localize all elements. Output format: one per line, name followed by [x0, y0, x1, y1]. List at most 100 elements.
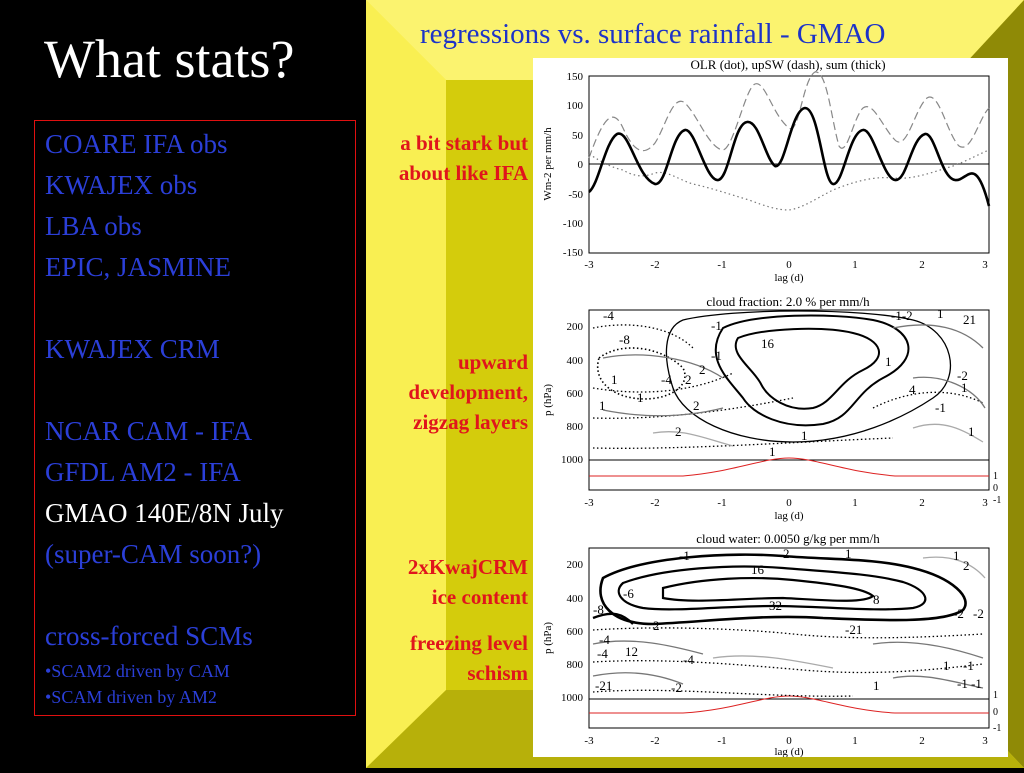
p3-clabel: 12 — [625, 644, 638, 659]
list-subitem: •SCAM2 driven by CAM — [45, 661, 230, 681]
p2-clabel: 1 — [937, 306, 944, 321]
p3-clabel: 2 — [653, 618, 660, 633]
p2-ylabel: p (hPa) — [542, 384, 554, 416]
p2-clabel: -8 — [619, 332, 630, 347]
p1-thick-curve — [588, 106, 991, 207]
p3-subticks: 1 0 -1 — [993, 690, 1001, 734]
right-title: regressions vs. surface rainfall - GMAO — [420, 18, 886, 50]
p3-clabel: -1 — [957, 676, 968, 691]
p3-clabel: 1 — [943, 658, 950, 673]
p3-clabel: 2 — [783, 546, 790, 561]
p3-clabel: -1 — [963, 658, 974, 673]
p2-clabel: 1 — [885, 354, 892, 369]
p2-clabel: 16 — [761, 336, 775, 351]
p3-clabel: -21 — [595, 678, 612, 693]
p3-subtick: 1 — [993, 690, 998, 701]
p3-clabel: 1 — [873, 678, 880, 693]
list-item: EPIC, JASMINE — [45, 252, 232, 282]
p2-contour-labels: -4 -1 -8 16 -1 -1-2 1 21 2 1 1 -4 2 -2 1… — [599, 306, 976, 459]
p1-ytick: -50 — [568, 189, 583, 201]
p3-clabel: -21 — [845, 622, 862, 637]
p3-clabel: -8 — [593, 602, 604, 617]
p1-xtick: 0 — [786, 259, 792, 271]
p2-clabel: -1 — [711, 348, 722, 363]
p3-clabel: 2 — [963, 558, 970, 573]
p1-ytick: -150 — [563, 247, 584, 259]
p2-xtick: 0 — [786, 497, 792, 509]
p2-subtick: -1 — [993, 495, 1001, 506]
p3-ytick: 200 — [567, 559, 584, 571]
p1-xtick: 2 — [919, 259, 925, 271]
p2-xtick: -3 — [584, 497, 594, 509]
list-item: (super-CAM soon?) — [45, 539, 262, 569]
p2-clabel: -1 — [711, 318, 722, 333]
p2-clabel: -2 — [957, 368, 968, 383]
p1-xtick: 1 — [852, 259, 858, 271]
p3-yticks: 200 400 600 800 1000 — [561, 559, 584, 704]
p1-xlabel: lag (d) — [774, 272, 803, 284]
p2-axes — [588, 309, 990, 491]
list-item-highlight: GMAO 140E/8N July — [45, 498, 284, 528]
plot-panel: OLR (dot), upSW (dash), sum (thick) Wm-2… — [533, 57, 1008, 758]
p3-xtick: -3 — [584, 735, 594, 747]
p3-contours — [592, 553, 986, 697]
p3-xtick: -1 — [717, 735, 726, 747]
p2-subtick: 0 — [993, 483, 998, 494]
p1-xtick: -1 — [717, 259, 726, 271]
annotation-4: freezing level schism — [410, 631, 528, 685]
p3-xlabel: lag (d) — [774, 746, 803, 757]
p2-title: cloud fraction: 2.0 % per mm/h — [706, 294, 870, 309]
p3-clabel: 1 — [845, 546, 852, 561]
p1-ytick: 150 — [567, 71, 584, 83]
p2-clabel: -1-2 — [891, 308, 913, 323]
p3-title: cloud water: 0.0050 g/kg per mm/h — [696, 531, 880, 546]
p2-ytick: 200 — [567, 321, 584, 333]
p2-clabel: 4 — [909, 382, 916, 397]
list-item: COARE IFA obs — [45, 129, 228, 159]
p2-clabel: -4 — [603, 308, 614, 323]
p3-clabel: -1 — [679, 548, 690, 563]
p1-ytick: -100 — [563, 218, 584, 230]
list-item: NCAR CAM - IFA — [45, 416, 253, 446]
p1-ytick: 100 — [567, 100, 584, 112]
list-item: KWAJEX CRM — [45, 334, 220, 364]
p2-xlabel: lag (d) — [774, 510, 803, 522]
p2-rain-curve — [589, 457, 989, 477]
p3-ytick: 400 — [567, 593, 584, 605]
p3-xtick: 0 — [786, 735, 792, 747]
p2-clabel: 2 — [685, 372, 692, 387]
p3-subtick: -1 — [993, 723, 1001, 734]
p3-ylabel: p (hPa) — [542, 622, 554, 654]
p3-clabel: -2 — [671, 680, 682, 695]
p2-clabel: 1 — [968, 424, 975, 439]
p2-xtick: 3 — [982, 497, 988, 509]
p2-clabel: 2 — [675, 424, 682, 439]
p3-subtick: 0 — [993, 707, 998, 718]
p2-clabel: 1 — [611, 372, 618, 387]
p2-clabel: 2 — [693, 398, 700, 413]
plot-figure: OLR (dot), upSW (dash), sum (thick) Wm-2… — [542, 57, 1001, 758]
p3-axes — [588, 547, 990, 729]
p2-clabel: 1 — [637, 390, 644, 405]
p2-clabel: 1 — [801, 428, 808, 443]
p1-ylabel: Wm-2 per mm/h — [542, 127, 554, 201]
list-item: LBA obs — [45, 211, 142, 241]
p3-clabel: 16 — [751, 562, 765, 577]
p3-ytick: 800 — [567, 659, 584, 671]
p2-clabel: 2 — [699, 362, 706, 377]
p1-xtick: -2 — [650, 259, 659, 271]
list-item: cross-forced SCMs — [45, 621, 253, 651]
p1-dot-curve — [588, 149, 990, 211]
p1-ytick: 50 — [572, 130, 584, 142]
p2-yticks: 200 400 600 800 1000 — [561, 321, 584, 466]
p2-subticks: 1 0 -1 — [993, 471, 1001, 506]
p2-xtick: -2 — [650, 497, 659, 509]
p1-xtick: 3 — [982, 259, 988, 271]
p3-xtick: 3 — [982, 735, 988, 747]
p2-xtick: 1 — [852, 497, 858, 509]
p2-xtick: -1 — [717, 497, 726, 509]
p2-clabel: 21 — [963, 312, 976, 327]
p1-xticks: -3 -2 -1 0 1 2 3 — [584, 259, 988, 271]
p1-xtick: -3 — [584, 259, 594, 271]
p3-contour-labels: -1 2 1 1 2 16 -6 32 8 -2 -4 -8 2 -21 -2 … — [593, 546, 984, 695]
